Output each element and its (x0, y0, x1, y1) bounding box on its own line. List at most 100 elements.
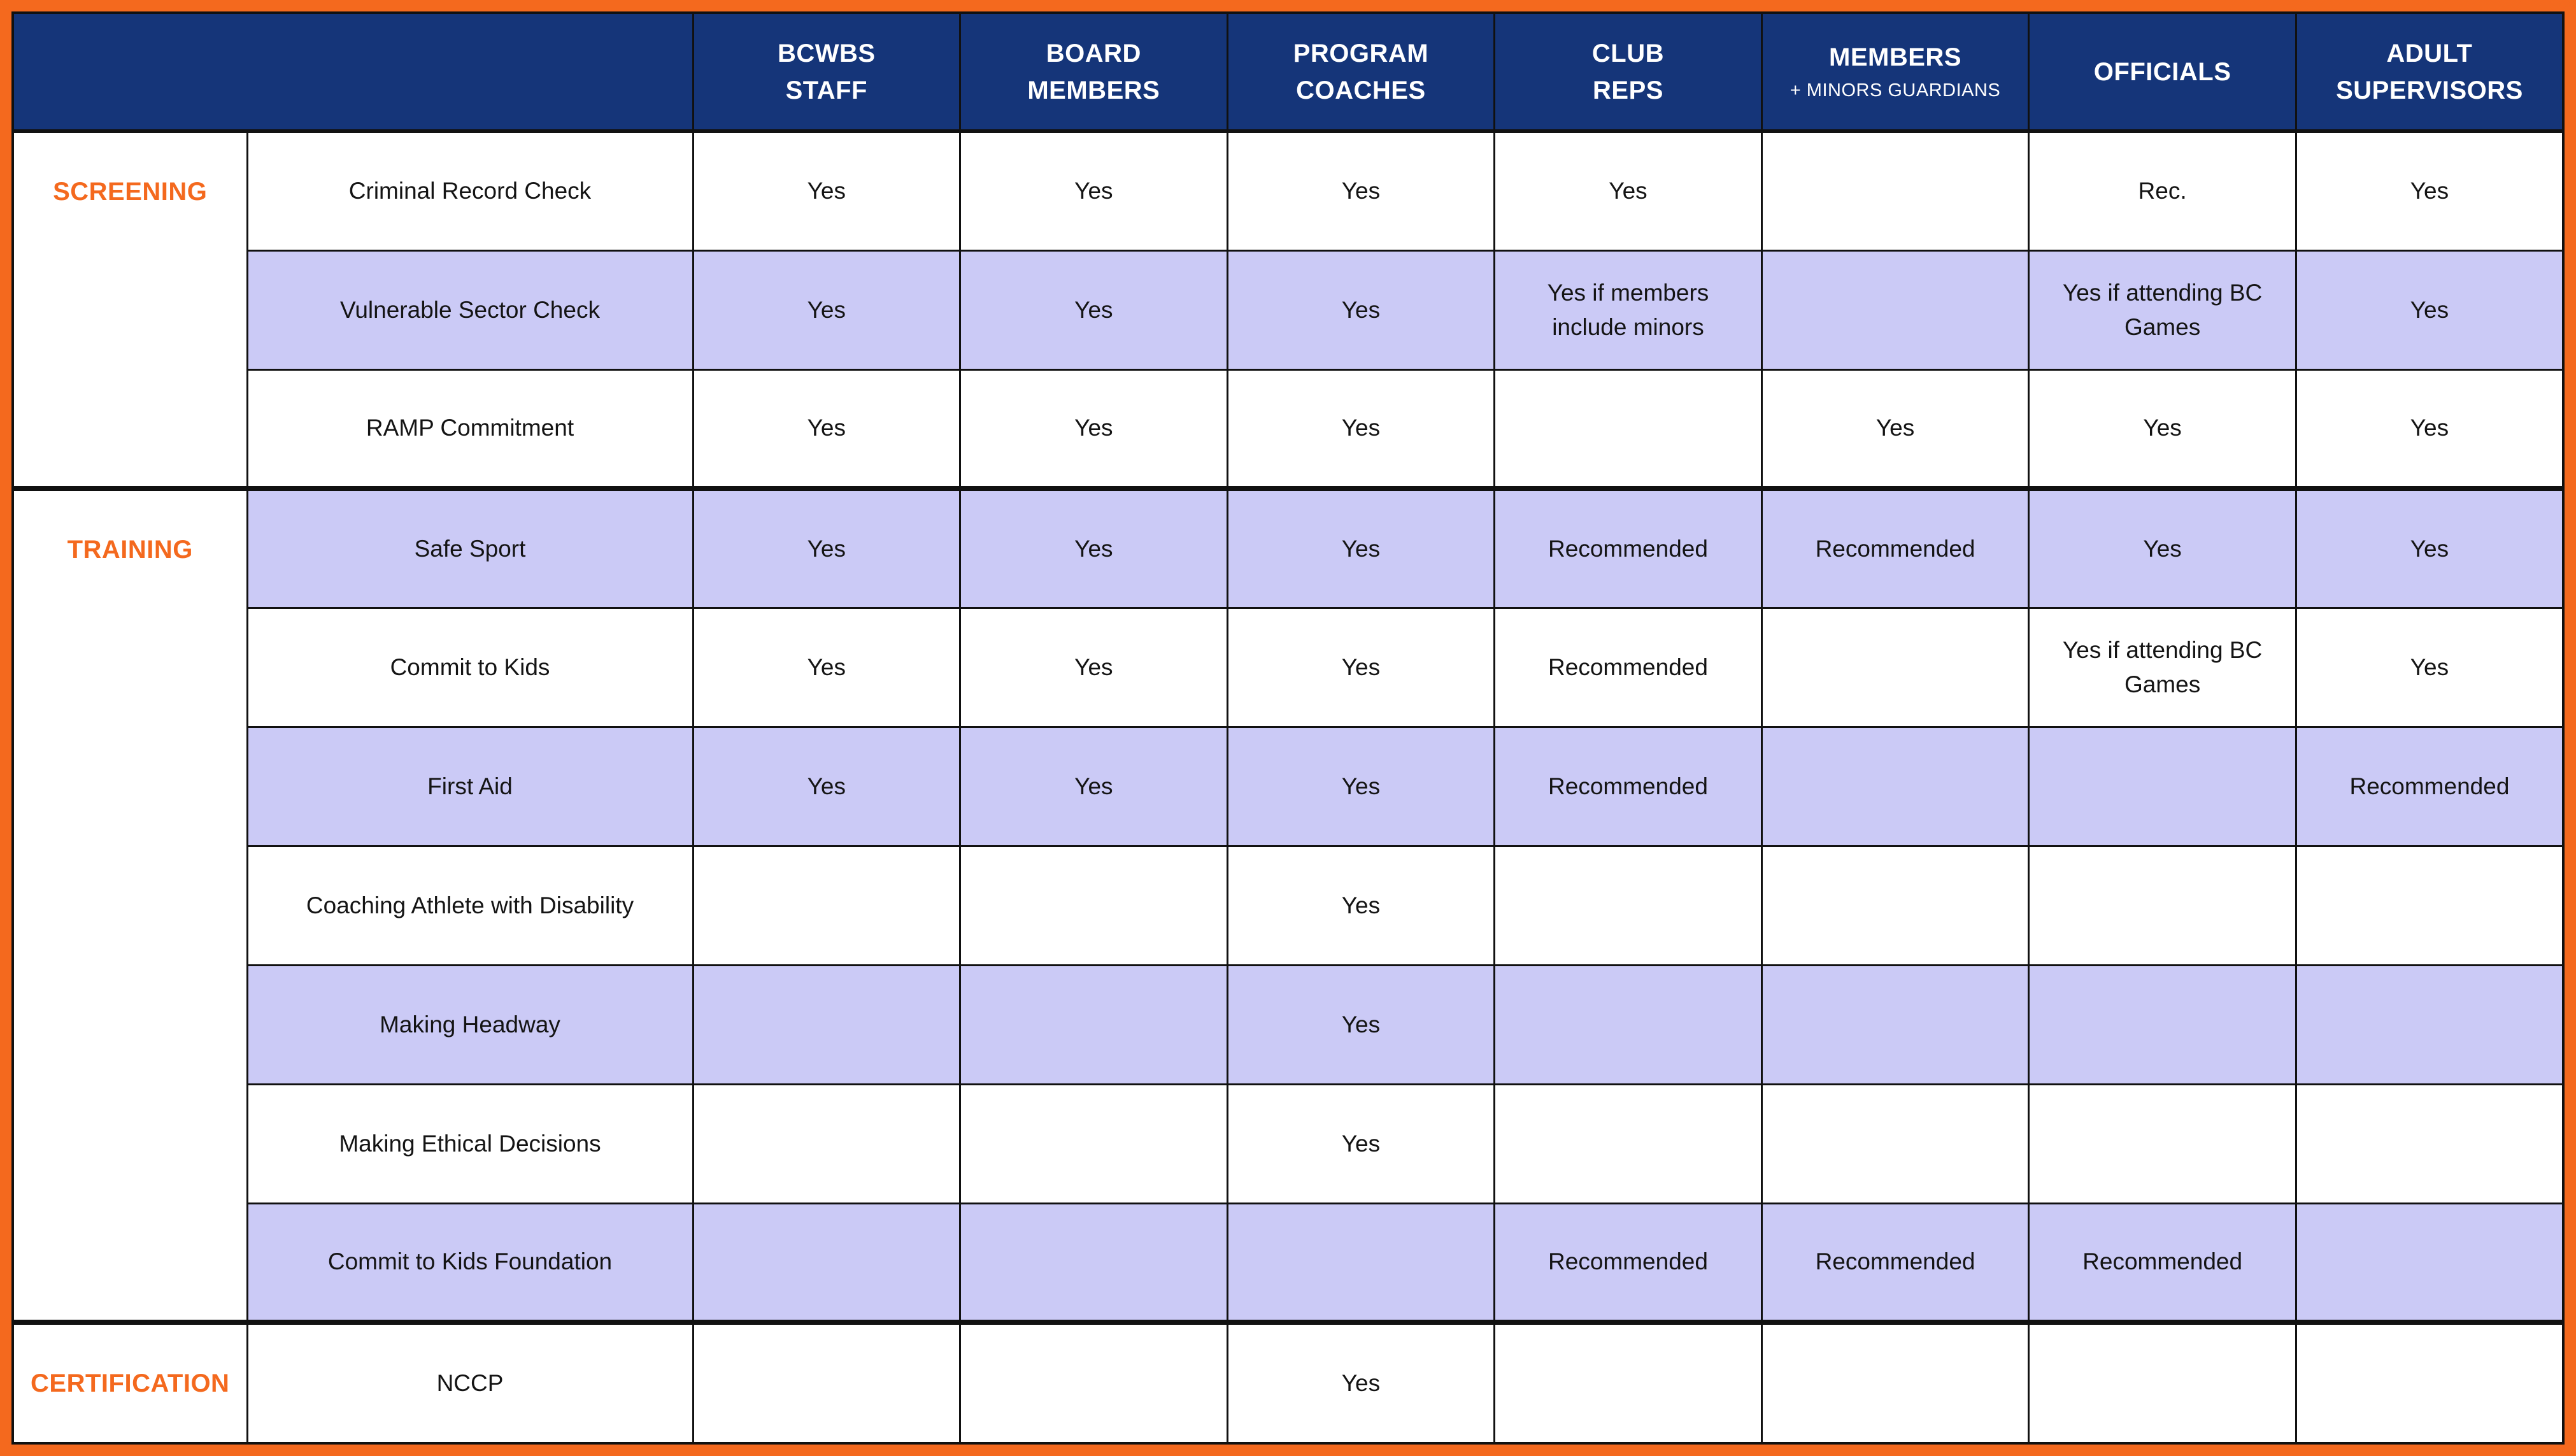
section-label-training: TRAINING (11, 486, 248, 1324)
cell-members (1760, 249, 2030, 371)
cell-officials (2028, 1083, 2297, 1204)
column-header-program-coaches: PROGRAM COACHES (1226, 11, 1496, 133)
cell-club-reps: Recommended (1493, 1202, 1763, 1324)
row-label: Coaching Athlete with Disability (246, 845, 694, 966)
cell-adult-supervisors: Recommended (2295, 725, 2565, 847)
cell-adult-supervisors: Yes (2295, 486, 2565, 609)
column-header-line1: PROGRAM (1293, 39, 1429, 68)
cell-adult-supervisors (2295, 1202, 2565, 1324)
table-row-vulnerable-sector-check: Vulnerable Sector Check Yes Yes Yes Yes … (13, 249, 2565, 371)
cell-club-reps (1493, 1320, 1763, 1445)
cell-board-members (959, 1320, 1228, 1445)
cell-board-members: Yes (959, 130, 1228, 252)
table-row-coaching-athlete-with-disability: Coaching Athlete with Disability Yes (13, 845, 2565, 966)
header-corner-cell (11, 11, 694, 133)
cell-club-reps: Recommended (1493, 606, 1763, 728)
cell-bcwbs-staff: Yes (692, 249, 962, 371)
column-header-line1: OFFICIALS (2093, 57, 2231, 86)
cell-club-reps: Yes (1493, 130, 1763, 252)
cell-board-members: Yes (959, 606, 1228, 728)
section-label-certification: CERTIFICATION (11, 1320, 248, 1445)
cell-bcwbs-staff: Yes (692, 606, 962, 728)
cell-bcwbs-staff: Yes (692, 486, 962, 609)
cell-officials (2028, 845, 2297, 966)
cell-club-reps (1493, 964, 1763, 1085)
cell-members (1760, 130, 2030, 252)
row-label: Commit to Kids (246, 606, 694, 728)
section-label-text: TRAINING (67, 535, 193, 564)
row-label: Making Headway (246, 964, 694, 1085)
cell-members: Recommended (1760, 1202, 2030, 1324)
cell-bcwbs-staff: Yes (692, 130, 962, 252)
cell-club-reps (1493, 1083, 1763, 1204)
cell-adult-supervisors: Yes (2295, 249, 2565, 371)
cell-officials: Yes if attending BC Games (2028, 606, 2297, 728)
table-row-safe-sport: TRAINING Safe Sport Yes Yes Yes Recommen… (11, 486, 2565, 1324)
column-header-board-members: BOARD MEMBERS (959, 11, 1228, 133)
cell-club-reps: Yes if members include minors (1493, 249, 1763, 371)
cell-program-coaches: Yes (1226, 725, 1496, 847)
row-label: Vulnerable Sector Check (246, 249, 694, 371)
cell-program-coaches: Yes (1226, 1083, 1496, 1204)
row-label: First Aid (246, 725, 694, 847)
column-header-adult-supervisors: ADULT SUPERVISORS (2295, 11, 2565, 133)
cell-board-members (959, 845, 1228, 966)
column-header-line2: MEMBERS (1027, 76, 1160, 104)
cell-bcwbs-staff (692, 964, 962, 1085)
cell-program-coaches: Yes (1226, 845, 1496, 966)
cell-officials: Recommended (2028, 1202, 2297, 1324)
column-header-line1: MEMBERS (1829, 43, 1961, 72)
table-row-commit-to-kids: Commit to Kids Yes Yes Yes Recommended Y… (13, 606, 2565, 728)
cell-bcwbs-staff (692, 1320, 962, 1445)
row-label: RAMP Commitment (246, 368, 694, 490)
cell-members (1760, 606, 2030, 728)
cell-adult-supervisors (2295, 1320, 2565, 1445)
table-row-criminal-record-check: SCREENING Criminal Record Check Yes Yes … (11, 130, 2565, 490)
row-label: Making Ethical Decisions (246, 1083, 694, 1204)
cell-program-coaches: Yes (1226, 486, 1496, 609)
cell-officials (2028, 1320, 2297, 1445)
cell-members (1760, 1083, 2030, 1204)
cell-bcwbs-staff (692, 1202, 962, 1324)
cell-board-members (959, 1202, 1228, 1324)
cell-members: Yes (1760, 368, 2030, 490)
column-header-officials: OFFICIALS (2028, 11, 2297, 133)
cell-officials: Rec. (2028, 130, 2297, 252)
cell-club-reps (1493, 368, 1763, 490)
cell-adult-supervisors: Yes (2295, 606, 2565, 728)
cell-members (1760, 845, 2030, 966)
table-row-making-headway: Making Headway Yes (13, 964, 2565, 1085)
cell-program-coaches: Yes (1226, 368, 1496, 490)
column-header-line1: BCWBS (777, 39, 876, 68)
cell-members: Recommended (1760, 486, 2030, 609)
column-header-members: MEMBERS + MINORS GUARDIANS (1760, 11, 2030, 133)
row-label: Criminal Record Check (246, 130, 694, 252)
cell-adult-supervisors: Yes (2295, 130, 2565, 252)
cell-board-members: Yes (959, 486, 1228, 609)
column-header-club-reps: CLUB REPS (1493, 11, 1763, 133)
cell-members (1760, 725, 2030, 847)
table-row-making-ethical-decisions: Making Ethical Decisions Yes (13, 1083, 2565, 1204)
column-header-line1: ADULT (2386, 39, 2473, 68)
header-row: BCWBS STAFF BOARD MEMBERS PROGRAM COACHE… (11, 11, 2565, 133)
cell-board-members (959, 964, 1228, 1085)
column-header-line2: REPS (1593, 76, 1663, 104)
cell-club-reps: Recommended (1493, 486, 1763, 609)
row-label: Commit to Kids Foundation (246, 1202, 694, 1324)
requirements-table: BCWBS STAFF BOARD MEMBERS PROGRAM COACHE… (11, 11, 2565, 1445)
section-label-text: SCREENING (53, 177, 208, 206)
cell-adult-supervisors (2295, 845, 2565, 966)
column-header-line2: SUPERVISORS (2336, 76, 2523, 104)
cell-adult-supervisors (2295, 964, 2565, 1085)
column-header-line1: CLUB (1591, 39, 1665, 68)
cell-bcwbs-staff (692, 845, 962, 966)
cell-club-reps: Recommended (1493, 725, 1763, 847)
cell-officials: Yes (2028, 486, 2297, 609)
cell-adult-supervisors: Yes (2295, 368, 2565, 490)
cell-board-members: Yes (959, 725, 1228, 847)
cell-officials: Yes (2028, 368, 2297, 490)
section-label-screening: SCREENING (11, 130, 248, 490)
table-row-commit-to-kids-foundation: Commit to Kids Foundation Recommended Re… (13, 1202, 2565, 1324)
cell-program-coaches: Yes (1226, 130, 1496, 252)
